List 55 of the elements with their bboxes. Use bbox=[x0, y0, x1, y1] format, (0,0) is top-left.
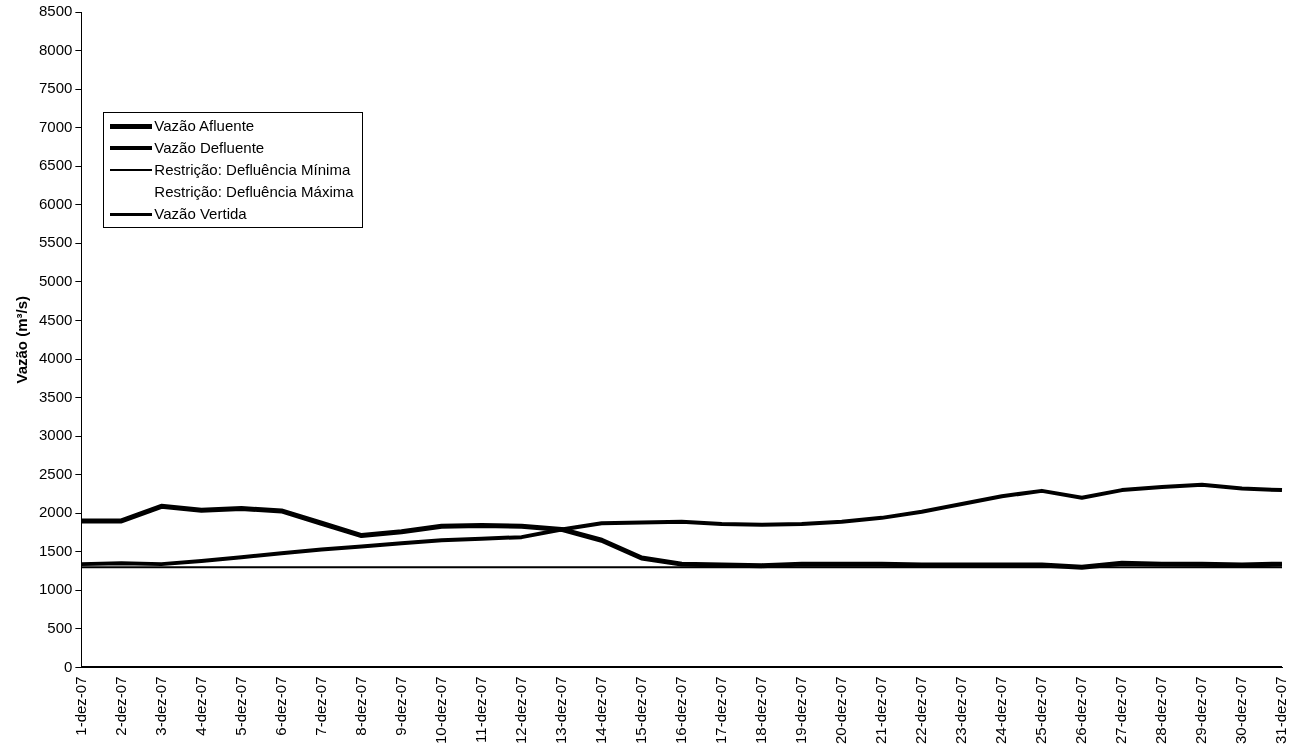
y-tick-label: 1000 bbox=[38, 580, 73, 598]
x-tick-label: 30-dez-07 bbox=[1232, 676, 1250, 744]
x-tick-label: 15-dez-07 bbox=[631, 676, 649, 744]
x-tick-label: 8-dez-07 bbox=[351, 676, 369, 736]
x-tick-label: 28-dez-07 bbox=[1152, 676, 1170, 744]
y-tick-label: 6500 bbox=[38, 156, 73, 174]
y-tick-label: 7000 bbox=[38, 117, 73, 135]
x-tick-label: 4-dez-07 bbox=[191, 676, 209, 736]
x-tick-label: 2-dez-07 bbox=[111, 676, 129, 736]
x-tick-label: 9-dez-07 bbox=[391, 676, 409, 736]
x-tick-label: 16-dez-07 bbox=[671, 676, 689, 744]
x-tick-label: 24-dez-07 bbox=[991, 676, 1009, 744]
y-tick-label: 500 bbox=[47, 619, 73, 637]
x-tick-label: 5-dez-07 bbox=[231, 676, 249, 736]
x-tick-label: 25-dez-07 bbox=[1032, 676, 1050, 744]
y-tick-label: 3500 bbox=[38, 387, 73, 405]
x-tick-label: 21-dez-07 bbox=[871, 676, 889, 744]
y-tick-label: 5000 bbox=[38, 272, 73, 290]
x-tick-label: 1-dez-07 bbox=[71, 676, 89, 736]
y-tick-label: 5500 bbox=[38, 233, 73, 251]
x-tick-label: 14-dez-07 bbox=[591, 676, 609, 744]
y-tick-label: 1500 bbox=[38, 541, 73, 559]
y-tick-label: 2500 bbox=[38, 464, 73, 482]
x-tick-label: 27-dez-07 bbox=[1112, 676, 1130, 744]
x-tick-label: 13-dez-07 bbox=[551, 676, 569, 744]
x-tick-label: 31-dez-07 bbox=[1272, 676, 1290, 744]
y-tick-label: 4000 bbox=[38, 349, 73, 367]
y-axis-title: Vazão (m³/s) bbox=[13, 295, 31, 384]
legend-label: Restrição: Defluência Mínima bbox=[154, 160, 351, 180]
x-tick-label: 12-dez-07 bbox=[511, 676, 529, 744]
x-tick-label: 29-dez-07 bbox=[1192, 676, 1210, 744]
x-tick-label: 10-dez-07 bbox=[431, 676, 449, 744]
y-tick-label: 2000 bbox=[38, 503, 73, 521]
y-tick-label: 8500 bbox=[38, 2, 73, 20]
x-tick-label: 18-dez-07 bbox=[751, 676, 769, 744]
x-tick-label: 7-dez-07 bbox=[311, 676, 329, 736]
x-tick-label: 11-dez-07 bbox=[471, 676, 489, 743]
y-tick-label: 4500 bbox=[38, 310, 73, 328]
legend-label: Vazão Afluente bbox=[154, 116, 255, 136]
x-tick-label: 26-dez-07 bbox=[1072, 676, 1090, 744]
y-tick-label: 8000 bbox=[38, 40, 73, 58]
legend-label: Vazão Vertida bbox=[154, 204, 247, 224]
x-tick-label: 19-dez-07 bbox=[791, 676, 809, 744]
x-tick-label: 22-dez-07 bbox=[911, 676, 929, 744]
x-tick-label: 6-dez-07 bbox=[271, 676, 289, 736]
legend-label: Vazão Defluente bbox=[154, 138, 265, 158]
text: Restrição: Defluência Máxima bbox=[154, 182, 354, 202]
x-tick-label: 20-dez-07 bbox=[831, 676, 849, 744]
y-tick-label: 3000 bbox=[38, 426, 73, 444]
y-tick-label: 7500 bbox=[38, 79, 73, 97]
y-tick-label: 0 bbox=[64, 657, 73, 675]
x-tick-label: 23-dez-07 bbox=[951, 676, 969, 744]
x-tick-label: 3-dez-07 bbox=[151, 676, 169, 736]
y-tick-label: 6000 bbox=[38, 194, 73, 212]
x-tick-label: 17-dez-07 bbox=[711, 676, 729, 744]
